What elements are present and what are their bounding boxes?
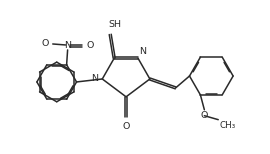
Text: SH: SH [109, 20, 122, 29]
Text: O: O [122, 122, 130, 131]
Text: O: O [201, 111, 208, 120]
Text: N: N [64, 41, 71, 51]
Text: O: O [41, 39, 49, 49]
Text: CH₃: CH₃ [219, 121, 235, 130]
Text: N: N [91, 75, 98, 83]
Text: N: N [139, 47, 146, 56]
Text: O: O [86, 41, 94, 51]
